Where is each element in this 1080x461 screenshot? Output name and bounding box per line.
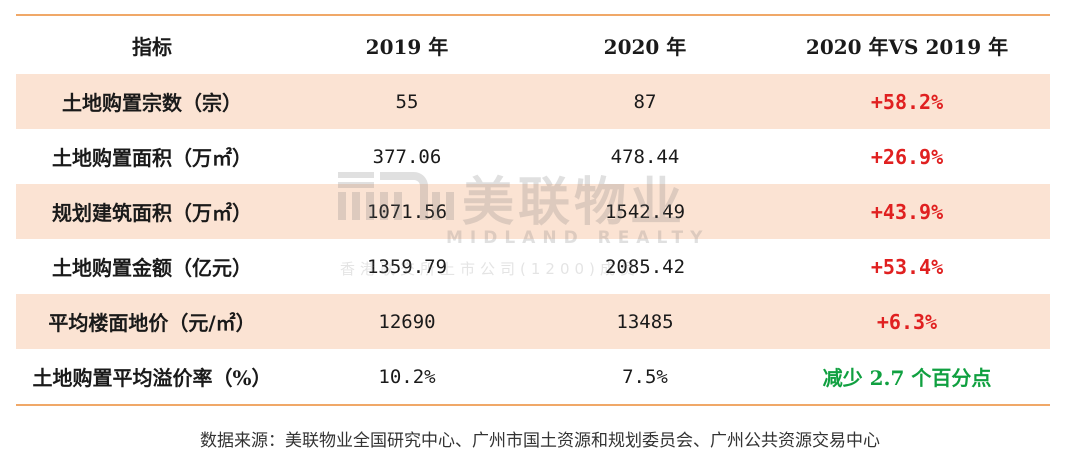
table-row: 土地购置金额（亿元） 1359.79 2085.42 +53.4% [16,239,1050,294]
row-label: 平均楼面地价（元/㎡） [16,294,288,349]
value-2019: 55 [288,74,526,129]
header-indicator: 指标 [132,34,172,59]
table-row: 土地购置宗数（宗） 55 87 +58.2% [16,74,1050,129]
value-2019: 12690 [288,294,526,349]
value-2020: 7.5% [622,365,668,388]
row-label: 土地购置金额（亿元） [52,256,252,280]
table-row: 平均楼面地价（元/㎡） 12690 13485 +6.3% [16,294,1050,349]
change-value: 减少 2.7 个百分点 [822,366,992,390]
value-2019: 377.06 [372,145,442,168]
top-rule [16,14,1050,16]
change-value: +6.3% [764,294,1050,349]
table-row: 土地购置平均溢价率（%） 10.2% 7.5% 减少 2.7 个百分点 [16,349,1050,404]
header-change: 2020 年VS 2019 年 [805,34,1009,59]
value-2020: 478.44 [610,145,680,168]
change-value: +53.4% [870,254,944,279]
value-2020: 13485 [526,294,764,349]
value-2020: 1542.49 [526,184,764,239]
value-2019: 10.2% [378,365,436,388]
value-2020: 87 [526,74,764,129]
change-value: +43.9% [764,184,1050,239]
value-2020: 2085.42 [604,255,686,278]
table-row: 规划建筑面积（万㎡） 1071.56 1542.49 +43.9% [16,184,1050,239]
source-note: 数据来源：美联物业全国研究中心、广州市国土资源和规划委员会、广州公共资源交易中心 [200,431,880,451]
row-label: 土地购置面积（万㎡） [52,146,252,170]
row-label: 规划建筑面积（万㎡） [16,184,288,239]
data-table: 指标 2019 年 2020 年 2020 年VS 2019 年 土地购置宗数（… [16,16,1050,404]
change-value: +58.2% [764,74,1050,129]
data-table-wrapper: 指标 2019 年 2020 年 2020 年VS 2019 年 土地购置宗数（… [16,14,1050,406]
value-2019: 1359.79 [366,255,448,278]
header-2020: 2020 年 [603,34,687,59]
header-2019: 2019 年 [365,34,449,59]
row-label: 土地购置平均溢价率（%） [32,366,272,390]
value-2019: 1071.56 [288,184,526,239]
table-row: 土地购置面积（万㎡） 377.06 478.44 +26.9% [16,129,1050,184]
row-label: 土地购置宗数（宗） [16,74,288,129]
header-row: 指标 2019 年 2020 年 2020 年VS 2019 年 [16,16,1050,74]
change-value: +26.9% [870,144,944,169]
bottom-rule [16,404,1050,406]
